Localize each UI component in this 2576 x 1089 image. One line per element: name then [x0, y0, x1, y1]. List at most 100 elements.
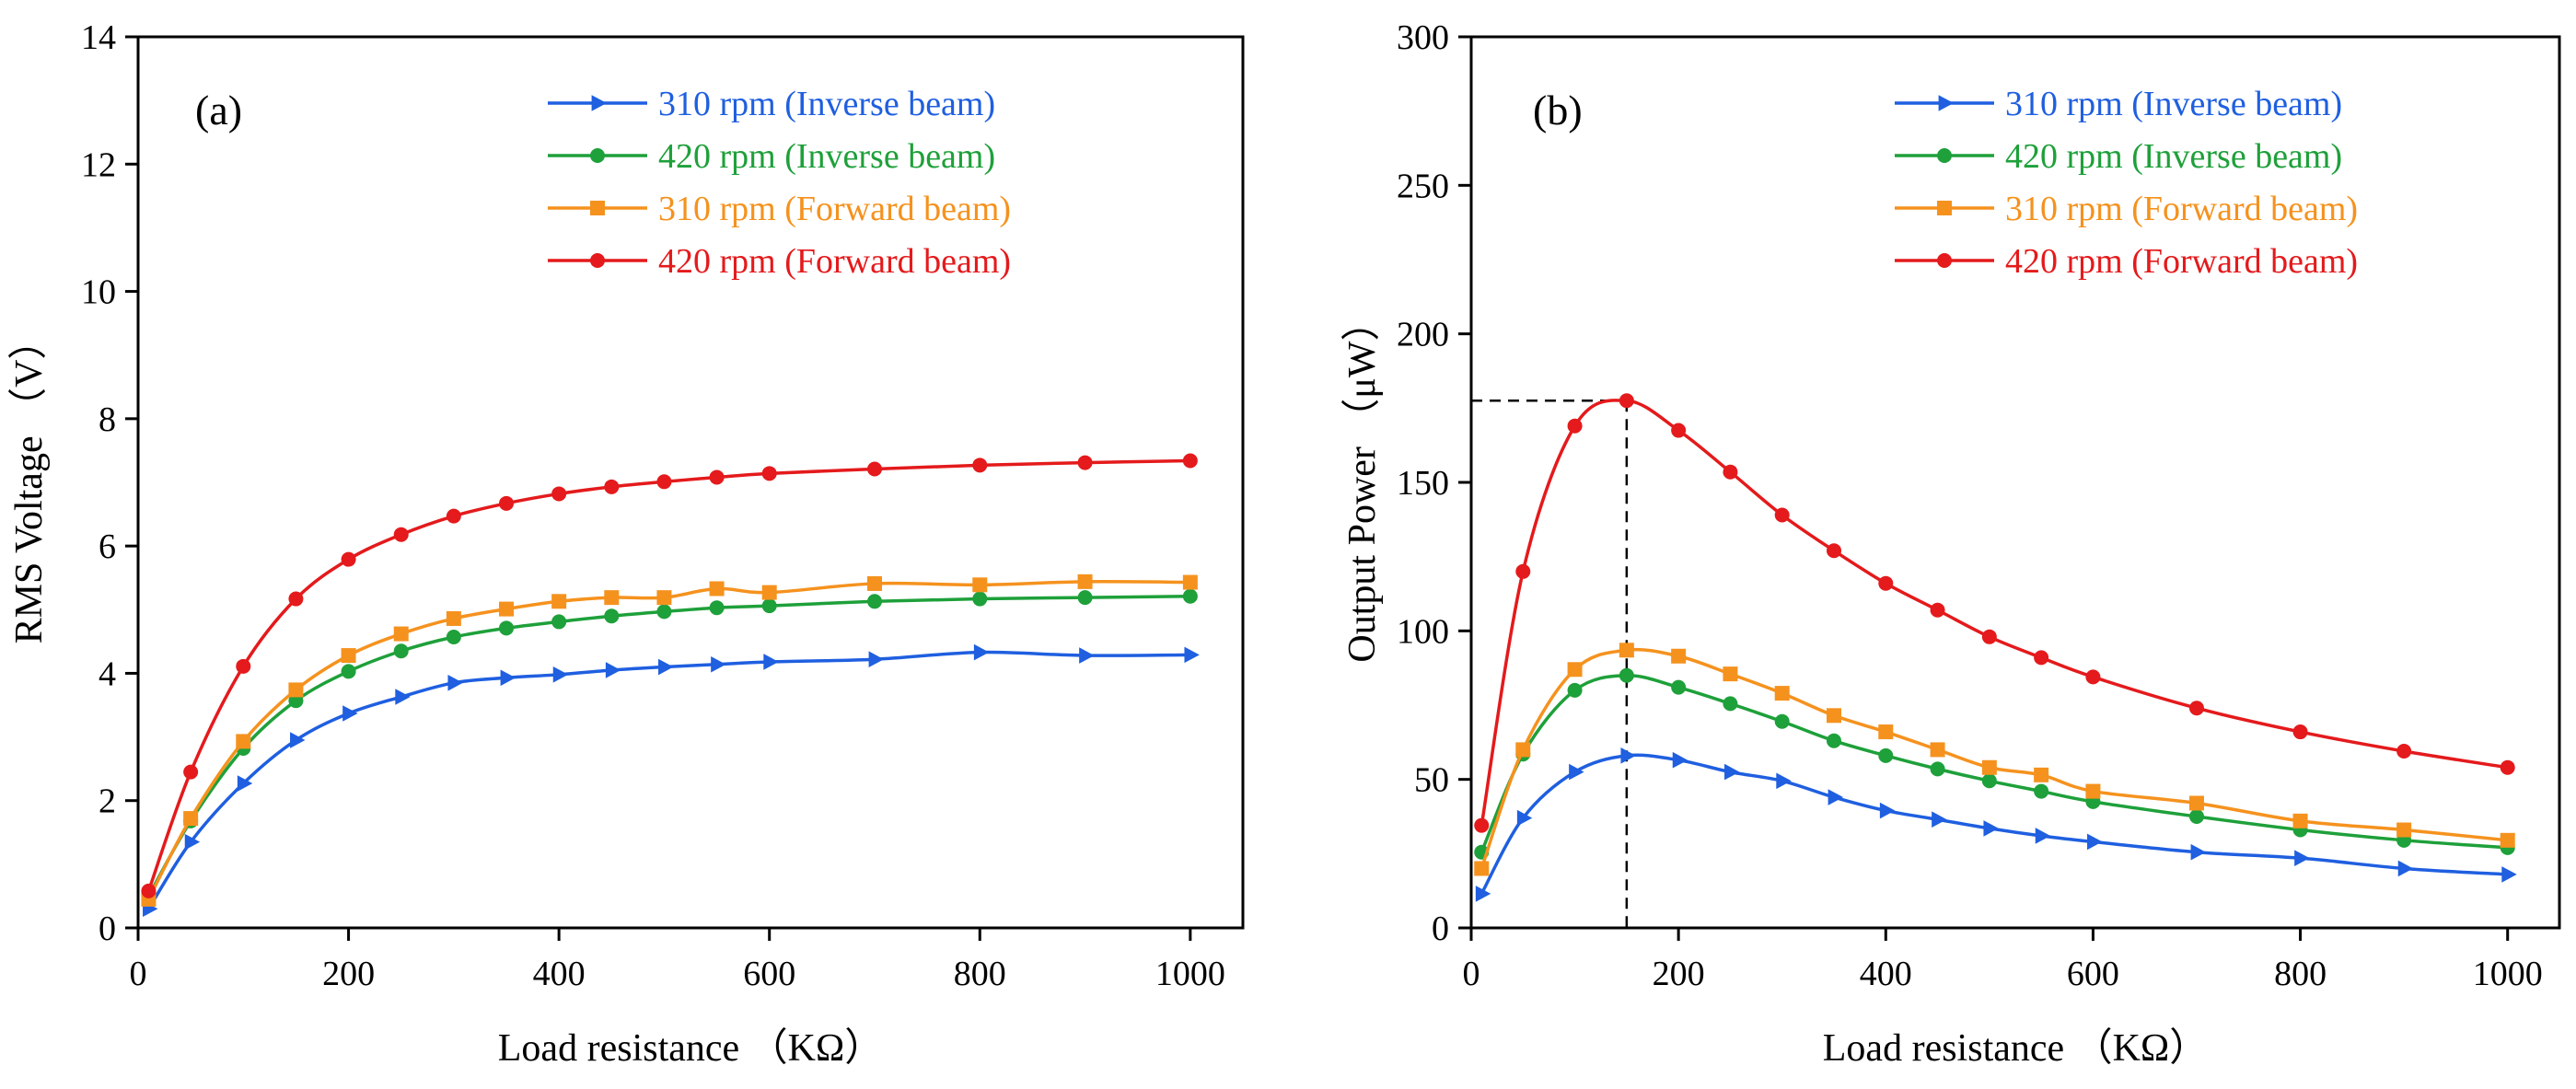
data-point [1983, 820, 1999, 837]
data-point [867, 575, 882, 591]
data-point [393, 643, 409, 659]
data-point [2294, 850, 2310, 866]
legend-entry: 310 rpm (Forward beam) [548, 190, 1011, 228]
data-point [2085, 669, 2101, 685]
data-point [499, 495, 514, 511]
data-point [2501, 866, 2517, 883]
data-point [658, 658, 674, 676]
data-point [446, 630, 461, 645]
data-point [393, 626, 409, 642]
legend-entry: 420 rpm (Inverse beam) [548, 137, 995, 176]
data-point [2034, 650, 2049, 666]
data-point [236, 734, 251, 749]
y-tick-label: 250 [1397, 167, 1449, 205]
data-point [1981, 759, 1997, 775]
data-point [656, 474, 672, 490]
data-point [1079, 647, 1095, 664]
data-point [1724, 763, 1740, 781]
data-point [1671, 648, 1687, 664]
data-point [1930, 602, 1945, 618]
data-point [1515, 742, 1531, 758]
data-point [1619, 393, 1634, 409]
data-point [709, 581, 725, 597]
data-point [604, 479, 620, 494]
series-line [146, 579, 1190, 900]
legend-entry: 310 rpm (Forward beam) [1895, 190, 2358, 228]
data-point [2396, 744, 2412, 759]
series-line [1479, 753, 2508, 895]
data-point [761, 466, 777, 481]
data-point [2292, 813, 2308, 828]
data-point [1672, 751, 1688, 769]
data-point [1516, 809, 1533, 827]
data-point [1077, 590, 1093, 606]
series-group-b [1474, 393, 2517, 902]
data-point [867, 461, 882, 477]
legend-label: 310 rpm (Inverse beam) [658, 85, 995, 123]
data-point [1182, 453, 1198, 469]
panel-label-a: (a) [195, 87, 242, 133]
data-point [1474, 817, 1490, 833]
plot-frame-a [136, 35, 1245, 930]
data-point [342, 705, 358, 722]
y-tick-label: 0 [99, 909, 116, 948]
y-axis-label-a: RMS Voltage （V） [8, 321, 51, 644]
data-point [867, 594, 882, 609]
y-tick-label: 300 [1397, 18, 1449, 57]
series-line [1479, 399, 2508, 826]
data-point [604, 608, 620, 624]
data-point [2396, 822, 2412, 838]
data-point [2189, 809, 2204, 824]
data-point [1077, 573, 1093, 589]
y-tick-label: 200 [1397, 316, 1449, 354]
data-point [1619, 667, 1634, 683]
data-point [183, 764, 199, 780]
data-point [395, 689, 411, 705]
data-point [1567, 662, 1583, 678]
legend-entry: 310 rpm (Inverse beam) [548, 85, 995, 123]
series-310-rpm-forward-beam [1474, 643, 2515, 876]
data-point [1671, 423, 1687, 438]
y-tick-label: 100 [1397, 612, 1449, 651]
data-point [341, 664, 356, 679]
legend-marker-swatch [1938, 95, 1954, 111]
x-tick-label: 1000 [2473, 955, 2543, 993]
x-axis-label-a: Load resistance （KΩ） [498, 1027, 883, 1070]
legend-entry: 420 rpm (Inverse beam) [1895, 137, 2342, 176]
series-line [1479, 647, 2508, 870]
data-point [2085, 783, 2101, 799]
data-point [393, 527, 409, 542]
data-point [446, 508, 461, 524]
series-line [146, 595, 1190, 898]
data-point [1981, 629, 1997, 644]
data-point [2087, 833, 2103, 851]
data-point [1474, 861, 1490, 876]
data-point [288, 682, 304, 698]
data-point [2189, 701, 2204, 716]
data-point [1475, 886, 1491, 902]
data-point [604, 590, 620, 606]
data-point [1827, 733, 1841, 748]
data-point [551, 486, 567, 502]
data-point [1828, 789, 1843, 805]
legend-label: 420 rpm (Forward beam) [658, 242, 1011, 281]
x-tick-label: 0 [1463, 955, 1480, 993]
series-420-rpm-forward-beam [141, 453, 1198, 898]
data-point [761, 585, 777, 600]
series-310-rpm-inverse-beam [1475, 747, 2517, 902]
data-point [1776, 772, 1792, 790]
series-group-a [141, 453, 1200, 918]
data-point [1827, 543, 1841, 559]
data-point [1619, 643, 1634, 658]
legend-label: 310 rpm (Forward beam) [658, 190, 1011, 228]
y-axis-label-b: Output Power （μW） [1341, 302, 1384, 662]
data-point [2035, 828, 2051, 844]
x-tick-label: 600 [743, 955, 795, 993]
x-tick-label: 200 [322, 955, 375, 993]
annotation-guides-b [1471, 400, 1629, 928]
data-point [1774, 713, 1790, 729]
data-point [709, 469, 725, 485]
legend-marker-swatch [1937, 148, 1952, 163]
